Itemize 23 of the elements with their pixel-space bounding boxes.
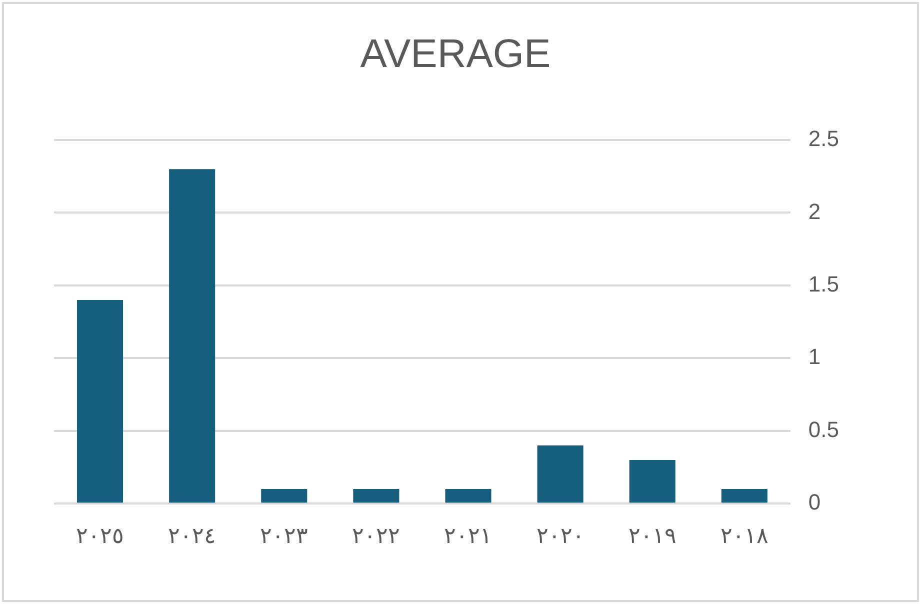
y-tick-label: 1.5 bbox=[808, 272, 840, 297]
x-tick-label: ٢٠٢٣ bbox=[260, 522, 308, 548]
y-tick-label: 2.5 bbox=[808, 126, 840, 152]
y-tick-label: 1 bbox=[808, 344, 821, 370]
bar bbox=[77, 300, 124, 503]
x-tick-label: ٢٠٢٢ bbox=[352, 522, 400, 548]
bar bbox=[445, 489, 492, 503]
y-tick-label: 0 bbox=[808, 490, 821, 515]
chart-title: AVERAGE bbox=[360, 32, 551, 76]
y-tick-label: 0.5 bbox=[808, 416, 840, 442]
x-tick-label: ٢٠٢٤ bbox=[168, 522, 216, 548]
bar bbox=[537, 445, 584, 503]
x-tick-label: ٢٠١٨ bbox=[720, 522, 768, 548]
x-tick-label: ٢٠١٩ bbox=[628, 522, 676, 548]
bar bbox=[629, 460, 676, 503]
bar bbox=[353, 489, 400, 503]
bar bbox=[721, 489, 768, 503]
x-tick-label: ٢٠٢٠ bbox=[536, 522, 584, 548]
bar bbox=[169, 169, 216, 503]
bar bbox=[261, 489, 308, 503]
y-tick-label: 2 bbox=[808, 198, 821, 224]
x-tick-label: ٢٠٢١ bbox=[444, 522, 492, 548]
x-tick-label: ٢٠٢٥ bbox=[76, 522, 124, 548]
